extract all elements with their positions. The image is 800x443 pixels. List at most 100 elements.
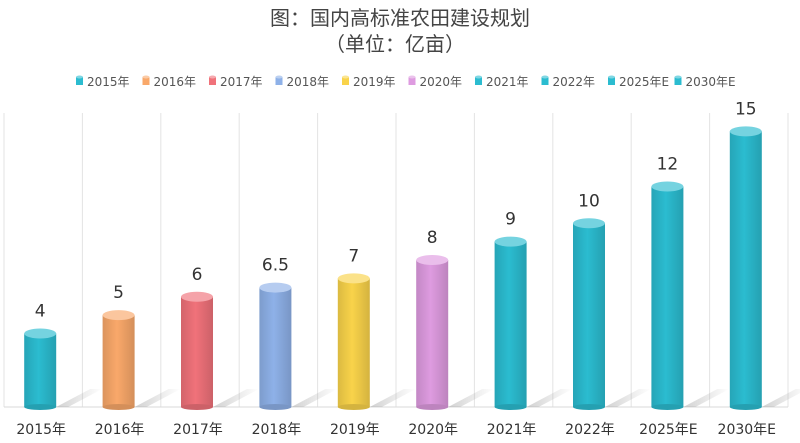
legend-swatch bbox=[142, 77, 150, 85]
legend-swatch-cap bbox=[475, 75, 482, 79]
bar-base bbox=[573, 404, 605, 410]
value-label: 10 bbox=[578, 191, 600, 211]
legend-swatch bbox=[674, 77, 682, 85]
legend-item[interactable]: 2030年E bbox=[674, 75, 736, 89]
bar-shadow bbox=[526, 389, 573, 407]
bar[interactable] bbox=[102, 310, 181, 410]
legend-label: 2017年 bbox=[220, 75, 263, 89]
bar-base bbox=[416, 404, 449, 410]
legend-item[interactable]: 2018年 bbox=[275, 75, 330, 89]
bar-cap bbox=[24, 328, 57, 339]
legend-swatch bbox=[408, 77, 416, 85]
bar-body bbox=[102, 315, 135, 407]
x-tick-label: 2015年 bbox=[16, 422, 66, 438]
bar-base bbox=[24, 404, 57, 410]
legend-swatch-cap bbox=[342, 75, 349, 79]
bar-body bbox=[494, 241, 527, 407]
bar-base bbox=[259, 404, 292, 410]
x-tick-label: 2025年E bbox=[639, 422, 697, 438]
bar-base bbox=[337, 404, 370, 410]
bar-base bbox=[651, 404, 684, 410]
legend-swatch bbox=[209, 77, 216, 85]
legend-swatch-cap bbox=[142, 75, 150, 79]
value-label: 9 bbox=[505, 210, 516, 230]
bar[interactable] bbox=[181, 291, 259, 410]
value-labels: 4 5 6 6.5 7 8 9 10 12 15 bbox=[35, 99, 757, 321]
bar-body bbox=[416, 260, 449, 407]
bar-shadow bbox=[761, 389, 800, 407]
legend-item[interactable]: 2019年 bbox=[342, 75, 396, 89]
value-label: 8 bbox=[427, 228, 438, 248]
x-axis-ticks: 2015年 2016年 2017年 2018年 2019年 2020年 2021年 2022年… bbox=[16, 422, 776, 438]
bar-body bbox=[573, 223, 605, 407]
bar-body bbox=[337, 278, 370, 407]
bar-base bbox=[181, 404, 213, 410]
legend-swatch-cap bbox=[76, 75, 83, 79]
legend-swatch-cap bbox=[608, 75, 615, 79]
legend-item[interactable]: 2015年 bbox=[76, 75, 130, 89]
bar-cap bbox=[651, 181, 684, 192]
bar-body bbox=[651, 186, 684, 407]
legend-swatch-cap bbox=[209, 75, 216, 79]
bar[interactable] bbox=[729, 126, 800, 410]
legend-swatch-cap bbox=[674, 75, 682, 79]
legend-swatch bbox=[76, 77, 83, 85]
legend-swatch bbox=[541, 77, 549, 85]
bar-base bbox=[729, 404, 762, 410]
bar-base bbox=[102, 404, 135, 410]
legend-label: 2015年 bbox=[87, 75, 130, 89]
bar-shadow bbox=[448, 389, 495, 407]
x-tick-label: 2020年 bbox=[408, 422, 458, 438]
bar-cap bbox=[573, 218, 605, 229]
chart-title: 图：国内高标准农田建设规划 bbox=[270, 6, 530, 30]
legend-item[interactable]: 2022年 bbox=[541, 75, 596, 89]
legend-label: 2030年E bbox=[686, 75, 736, 89]
x-tick-label: 2019年 bbox=[330, 422, 380, 438]
x-tick-label: 2017年 bbox=[173, 422, 223, 438]
legend-swatch-cap bbox=[275, 75, 283, 79]
bar-body bbox=[259, 287, 292, 407]
bar-shadow bbox=[56, 389, 103, 407]
bar-body bbox=[24, 333, 57, 407]
legend-label: 2016年 bbox=[154, 75, 197, 89]
value-label: 6 bbox=[192, 265, 203, 285]
bar-cap bbox=[729, 126, 762, 137]
legend-swatch bbox=[275, 77, 283, 85]
bar-shadow bbox=[291, 389, 338, 407]
bar-shadow bbox=[369, 389, 416, 407]
x-tick-label: 2021年 bbox=[487, 422, 537, 438]
bar[interactable] bbox=[573, 218, 651, 410]
legend-label: 2022年 bbox=[553, 75, 596, 89]
legend-item[interactable]: 2017年 bbox=[209, 75, 263, 89]
legend-item[interactable]: 2016年 bbox=[142, 75, 197, 89]
legend-label: 2025年E bbox=[619, 75, 669, 89]
bar-base bbox=[494, 404, 527, 410]
bar-cap bbox=[181, 291, 213, 302]
value-label: 4 bbox=[35, 302, 46, 322]
legend-swatch-cap bbox=[408, 75, 416, 79]
legend-item[interactable]: 2025年E bbox=[608, 75, 669, 89]
bar[interactable] bbox=[494, 236, 573, 410]
bar[interactable] bbox=[337, 273, 416, 410]
bar[interactable] bbox=[416, 255, 495, 410]
value-label: 15 bbox=[735, 99, 757, 119]
legend-label: 2019年 bbox=[353, 75, 396, 89]
value-label: 5 bbox=[113, 283, 124, 303]
bar-cap bbox=[337, 273, 370, 284]
bar-cap bbox=[102, 310, 135, 321]
legend-swatch-cap bbox=[541, 75, 549, 79]
legend-item[interactable]: 2020年 bbox=[408, 75, 463, 89]
bar[interactable] bbox=[651, 181, 730, 411]
value-label: 6.5 bbox=[262, 256, 289, 276]
bars bbox=[24, 126, 800, 410]
bar-body bbox=[181, 296, 213, 407]
chart-subtitle: （单位：亿亩） bbox=[325, 32, 465, 56]
bar-shadow bbox=[605, 389, 651, 407]
bar-cap bbox=[494, 236, 527, 247]
bar-shadow bbox=[683, 389, 730, 407]
legend-item[interactable]: 2021年 bbox=[475, 75, 529, 89]
bar[interactable] bbox=[259, 282, 338, 410]
bar[interactable] bbox=[24, 328, 103, 411]
legend-swatch bbox=[342, 77, 349, 85]
